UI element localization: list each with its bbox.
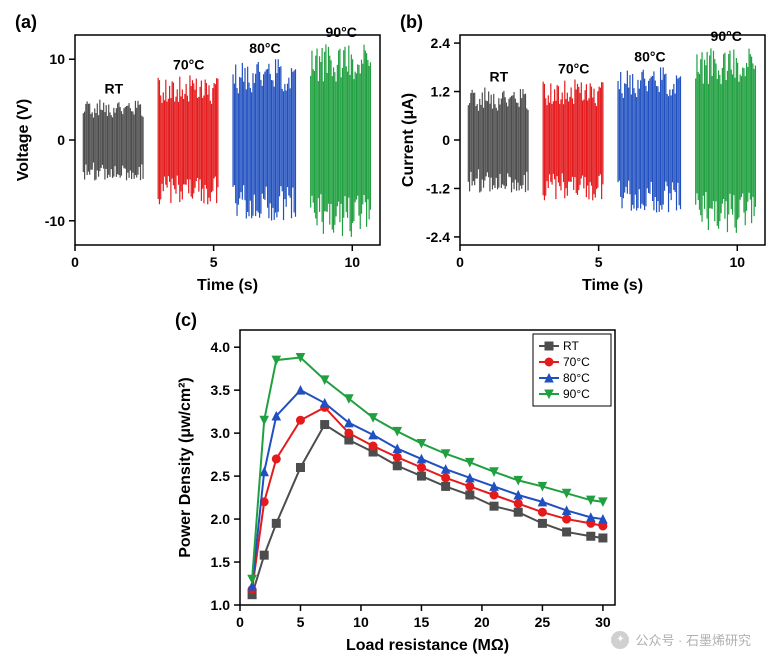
svg-text:RT: RT [104,81,123,97]
svg-text:4.0: 4.0 [211,339,231,355]
svg-text:30: 30 [595,614,611,630]
svg-text:2.0: 2.0 [211,511,231,527]
svg-text:70°C: 70°C [558,60,589,76]
svg-text:Time (s): Time (s) [197,277,258,294]
svg-text:90°C: 90°C [711,28,742,44]
svg-text:Voltage (V): Voltage (V) [15,99,32,181]
svg-text:5: 5 [595,254,603,270]
svg-text:1.0: 1.0 [211,597,231,613]
panel-c: (c) 0 5 10 15 20 25 30 1.0 1.5 2.0 2.5 3.0 3.5 4.0 Loa… [170,310,630,660]
svg-text:3.0: 3.0 [211,425,231,441]
svg-text:80°C: 80°C [249,40,280,56]
svg-text:-2.4: -2.4 [426,229,450,245]
watermark: ✦ 公众号 · 石墨烯研究 [611,630,751,649]
svg-text:10: 10 [49,51,65,67]
panel-a: (a) 0 5 10 -10 0 10 Time (s) Voltage (V) RT 70°C 8… [10,10,390,300]
svg-text:10: 10 [353,614,369,630]
svg-text:RT: RT [489,69,508,85]
svg-text:Time (s): Time (s) [582,277,643,294]
svg-text:90°C: 90°C [563,387,590,401]
panel-a-chart: 0 5 10 -10 0 10 Time (s) Voltage (V) RT 70°C 80°C 9… [10,10,390,300]
panel-b-label: (b) [400,12,423,33]
svg-text:Load resistance (MΩ): Load resistance (MΩ) [346,637,509,654]
svg-text:10: 10 [729,254,745,270]
figure-container: (a) 0 5 10 -10 0 10 Time (s) Voltage (V) RT 70°C 8… [10,10,771,661]
panel-b: (b) 0 5 10 -2.4 -1.2 0 1.2 2.4 Time (s) Current (… [395,10,775,300]
svg-text:70°C: 70°C [173,56,204,72]
svg-text:Current (μA): Current (μA) [400,93,417,187]
svg-text:5: 5 [210,254,218,270]
svg-text:70°C: 70°C [563,355,590,369]
svg-text:0: 0 [442,132,450,148]
svg-text:0: 0 [236,614,244,630]
svg-text:2.5: 2.5 [211,468,231,484]
svg-text:80°C: 80°C [563,371,590,385]
svg-text:0: 0 [57,132,65,148]
svg-text:2.4: 2.4 [431,35,451,51]
svg-text:90°C: 90°C [326,24,357,40]
watermark-text: 公众号 · 石墨烯研究 [635,630,751,649]
svg-text:80°C: 80°C [634,48,665,64]
panel-a-label: (a) [15,12,37,33]
svg-text:RT: RT [563,339,579,353]
panel-b-chart: 0 5 10 -2.4 -1.2 0 1.2 2.4 Time (s) Current (μA) R… [395,10,775,300]
wechat-icon: ✦ [611,631,629,649]
svg-text:1.5: 1.5 [211,554,231,570]
svg-text:25: 25 [535,614,551,630]
svg-text:0: 0 [456,254,464,270]
svg-text:3.5: 3.5 [211,382,231,398]
svg-text:5: 5 [297,614,305,630]
svg-text:Power Density (μw/cm²): Power Density (μw/cm²) [177,377,194,558]
panel-c-label: (c) [175,310,197,331]
svg-text:10: 10 [344,254,360,270]
svg-text:0: 0 [71,254,79,270]
svg-text:20: 20 [474,614,490,630]
svg-text:-1.2: -1.2 [426,180,450,196]
panel-c-chart: 0 5 10 15 20 25 30 1.0 1.5 2.0 2.5 3.0 3.5 4.0 Load re… [170,310,630,660]
svg-text:15: 15 [414,614,430,630]
svg-text:1.2: 1.2 [431,84,451,100]
svg-text:-10: -10 [45,213,65,229]
